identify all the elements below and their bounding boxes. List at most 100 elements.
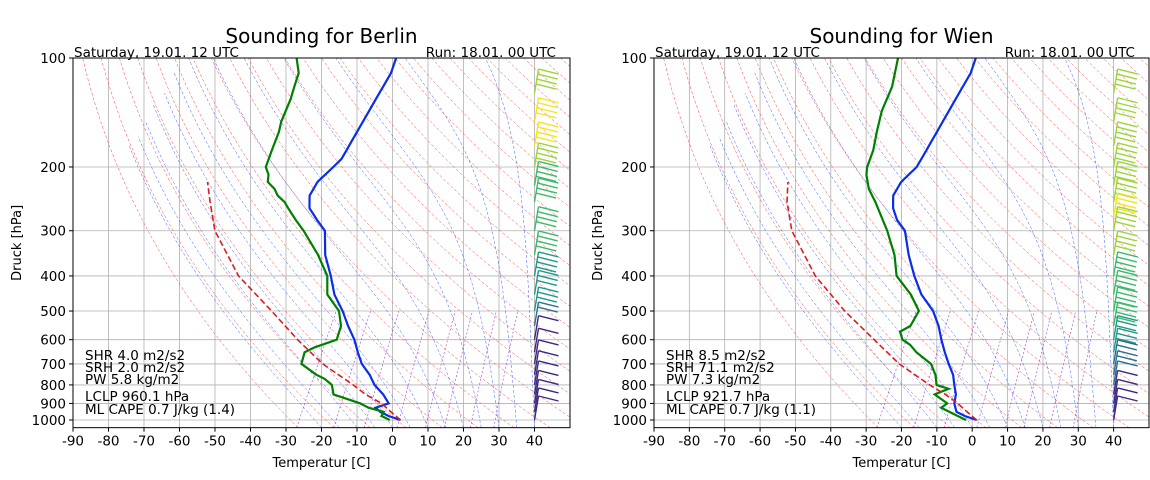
mixing-ratio-line [1004,310,1035,428]
dry-adiabat [1047,58,1149,153]
x-tick-label: -90 [643,434,665,450]
dry-adiabat [882,58,1149,328]
y-tick-label: 500 [40,304,66,320]
wind-barb [1112,327,1138,353]
dry-adiabat [773,58,1094,428]
wind-barb [533,206,559,231]
x-tick-label: 40 [1105,434,1122,450]
wind-barb [533,269,559,295]
y-tick-label: 700 [40,357,66,373]
mixing-ratio-line [493,310,518,428]
dry-adiabat [82,58,299,428]
y-axis-label: Druck [hPa] [591,205,606,281]
stat-line: SHR 8.5 m2/s2 [666,348,766,364]
mixing-ratio-line [976,310,1009,428]
x-tick-label: -70 [714,434,736,450]
mixing-ratio-line [1072,310,1098,428]
wind-barb [1112,68,1138,94]
x-tick-label: -20 [890,434,912,450]
dry-adiabat [174,58,479,428]
stat-line: ML CAPE 0.7 J/kg (1.4) [85,402,235,418]
x-tick-label: 10 [419,434,436,450]
y-tick-label: 800 [621,378,647,394]
dry-adiabat [901,58,1149,307]
wind-barb [533,327,559,353]
moist-adiabat [138,136,340,428]
wind-barb [1112,360,1138,386]
moist-adiabat [213,58,447,428]
stat-line: LCLP 960.1 hPa [85,389,189,405]
moist-adiabat [733,105,955,428]
x-tick-label: -80 [97,434,119,450]
y-tick-label: 100 [621,51,647,67]
plot-area [73,58,1150,428]
wind-barb [533,339,559,365]
dry-adiabat [754,58,1058,428]
x-tick-label: -50 [784,434,806,450]
run-time-label: Run: 18.01. 00 UTC [1005,45,1135,61]
x-tick-label: 20 [1034,434,1051,450]
mixing-ratio-line [470,310,497,428]
dry-adiabat [1066,58,1149,135]
y-tick-label: 900 [40,396,66,412]
y-tick-label: 600 [621,333,647,349]
moist-adiabat [915,58,1079,428]
x-axis-label: Temperatur [C] [272,456,371,471]
moist-adiabat [768,58,1008,428]
wind-barb [533,286,559,312]
y-tick-label: 600 [40,333,66,349]
parcel-profile [786,181,978,421]
x-tick-label: 40 [526,434,543,450]
valid-time-label: Saturday, 19.01. 12 UTC [655,45,820,61]
moist-adiabat [283,58,482,428]
dry-adiabat [579,58,1150,428]
dry-adiabat [1029,58,1149,171]
wind-barb [1112,395,1138,421]
dry-adiabat [358,58,570,266]
moist-adiabat [824,58,1044,428]
x-tick-label: -10 [346,434,368,450]
run-time-label: Run: 18.01. 00 UTC [426,45,556,61]
wind-barb [533,68,559,94]
x-tick-label: 10 [999,434,1016,450]
dry-adiabat [919,58,1149,286]
wind-barb [1112,269,1138,295]
dry-adiabat [1011,58,1149,189]
y-tick-label: 200 [40,160,66,176]
moist-adiabat [718,136,920,428]
dry-adiabat [284,58,570,350]
y-tick-label: 400 [40,269,66,285]
y-tick-label: 800 [40,378,66,394]
dry-adiabat [137,58,407,428]
y-tick-label: 300 [40,224,66,240]
dry-adiabat [663,58,879,428]
wind-barb [1112,378,1138,404]
y-tick-label: 1000 [32,413,66,429]
mixing-ratio-line [1049,310,1076,428]
y-tick-label: 900 [621,396,647,412]
mixing-ratio-line [943,310,979,428]
y-tick-label: 100 [40,51,66,67]
y-tick-label: 1000 [613,413,647,429]
dry-adiabat [681,58,915,428]
wind-barb [1112,121,1138,147]
wind-barb [533,230,559,256]
dry-adiabat [718,58,986,428]
dry-adiabat [210,58,551,428]
temperature-profile [308,58,401,422]
x-tick-label: -30 [855,434,877,450]
dry-adiabat [846,58,1149,372]
moist-adiabat [129,145,322,428]
panel-0: -90 -80 -70 -60 -50 -40 -30 -20 -10 0 10 20 30 401002… [10,24,1150,471]
wind-barb [533,177,559,203]
moist-adiabat [754,72,991,428]
x-tick-label: -40 [820,434,842,450]
wind-barb [533,121,559,147]
stat-line: PW 7.3 kg/m2 [666,372,760,388]
stat-line: ML CAPE 0.7 J/kg (1.1) [666,402,816,418]
wind-barb [1112,251,1138,277]
mixing-ratio-line [1023,310,1053,428]
moist-adiabat [709,145,902,428]
